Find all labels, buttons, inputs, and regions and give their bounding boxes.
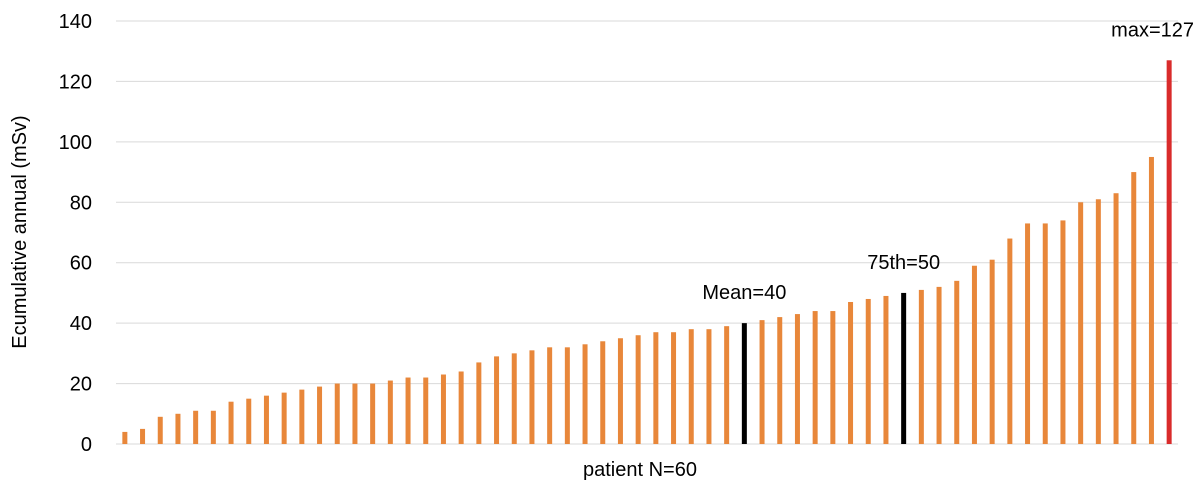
bar [263,395,269,444]
y-tick-label: 40 [70,313,92,335]
bar [688,329,694,444]
bar [529,350,535,444]
highlighted-bar [741,323,747,444]
highlighted-bar [1166,60,1172,445]
bar [1095,199,1101,444]
bar [281,392,287,444]
bar [971,265,977,444]
bar [317,386,323,444]
bar [954,280,960,444]
bar [777,317,783,444]
bar [1148,156,1154,444]
annotation-label: max=127 [1111,19,1194,41]
bar [1113,193,1119,444]
bar [1060,220,1066,444]
bar [440,374,446,444]
bars [122,60,1172,445]
bar [671,332,677,444]
y-axis-title: Ecumulative annual (mSv) [9,115,31,348]
y-tick-label: 80 [70,192,92,214]
gridlines [116,20,1178,445]
bar [175,413,181,444]
bar [228,401,234,444]
bar [387,380,393,444]
y-tick-label: 20 [70,374,92,396]
bar [458,371,464,444]
bar [600,341,606,444]
y-axis-ticks: 0 20 40 60 80 100 120 140 [59,11,92,456]
bar [1131,172,1137,445]
bar [423,377,429,444]
bar [1042,223,1048,444]
bar [617,338,623,444]
bar [405,377,411,444]
bar [1007,238,1013,444]
bar [122,431,128,444]
bar [635,335,641,444]
bar [210,410,216,444]
bar [706,329,712,444]
bar [812,311,818,444]
annotation-label: 75th=50 [867,252,940,274]
bar [157,416,163,444]
bar [582,344,588,444]
y-tick-label: 120 [59,71,92,93]
bar [724,326,730,444]
bar [334,383,340,444]
bar [494,356,500,444]
y-tick-label: 0 [81,434,92,456]
bar [918,289,924,444]
bar [193,410,199,444]
bar [476,362,482,444]
bar [299,389,305,444]
y-tick-label: 100 [59,132,92,154]
bar [865,298,871,444]
bar [759,320,765,444]
x-axis-title: patient N=60 [583,459,697,481]
bar [352,383,358,444]
annotations: Mean=40 75th=50 max=127 [702,19,1194,304]
bar [246,398,252,444]
bar [511,353,517,444]
bar [1025,223,1031,444]
highlighted-bar [901,292,907,444]
bar [564,347,570,444]
bar [370,383,376,444]
annotation-label: Mean=40 [702,282,786,304]
bar [989,259,995,444]
y-tick-label: 60 [70,253,92,275]
bar [1078,202,1084,444]
bar [936,286,942,444]
bar [653,332,659,444]
bar [848,301,854,444]
bar [140,428,146,444]
bar [830,311,836,444]
y-tick-label: 140 [59,11,92,33]
bar [794,314,800,444]
bar [547,347,553,444]
bar [883,295,889,444]
